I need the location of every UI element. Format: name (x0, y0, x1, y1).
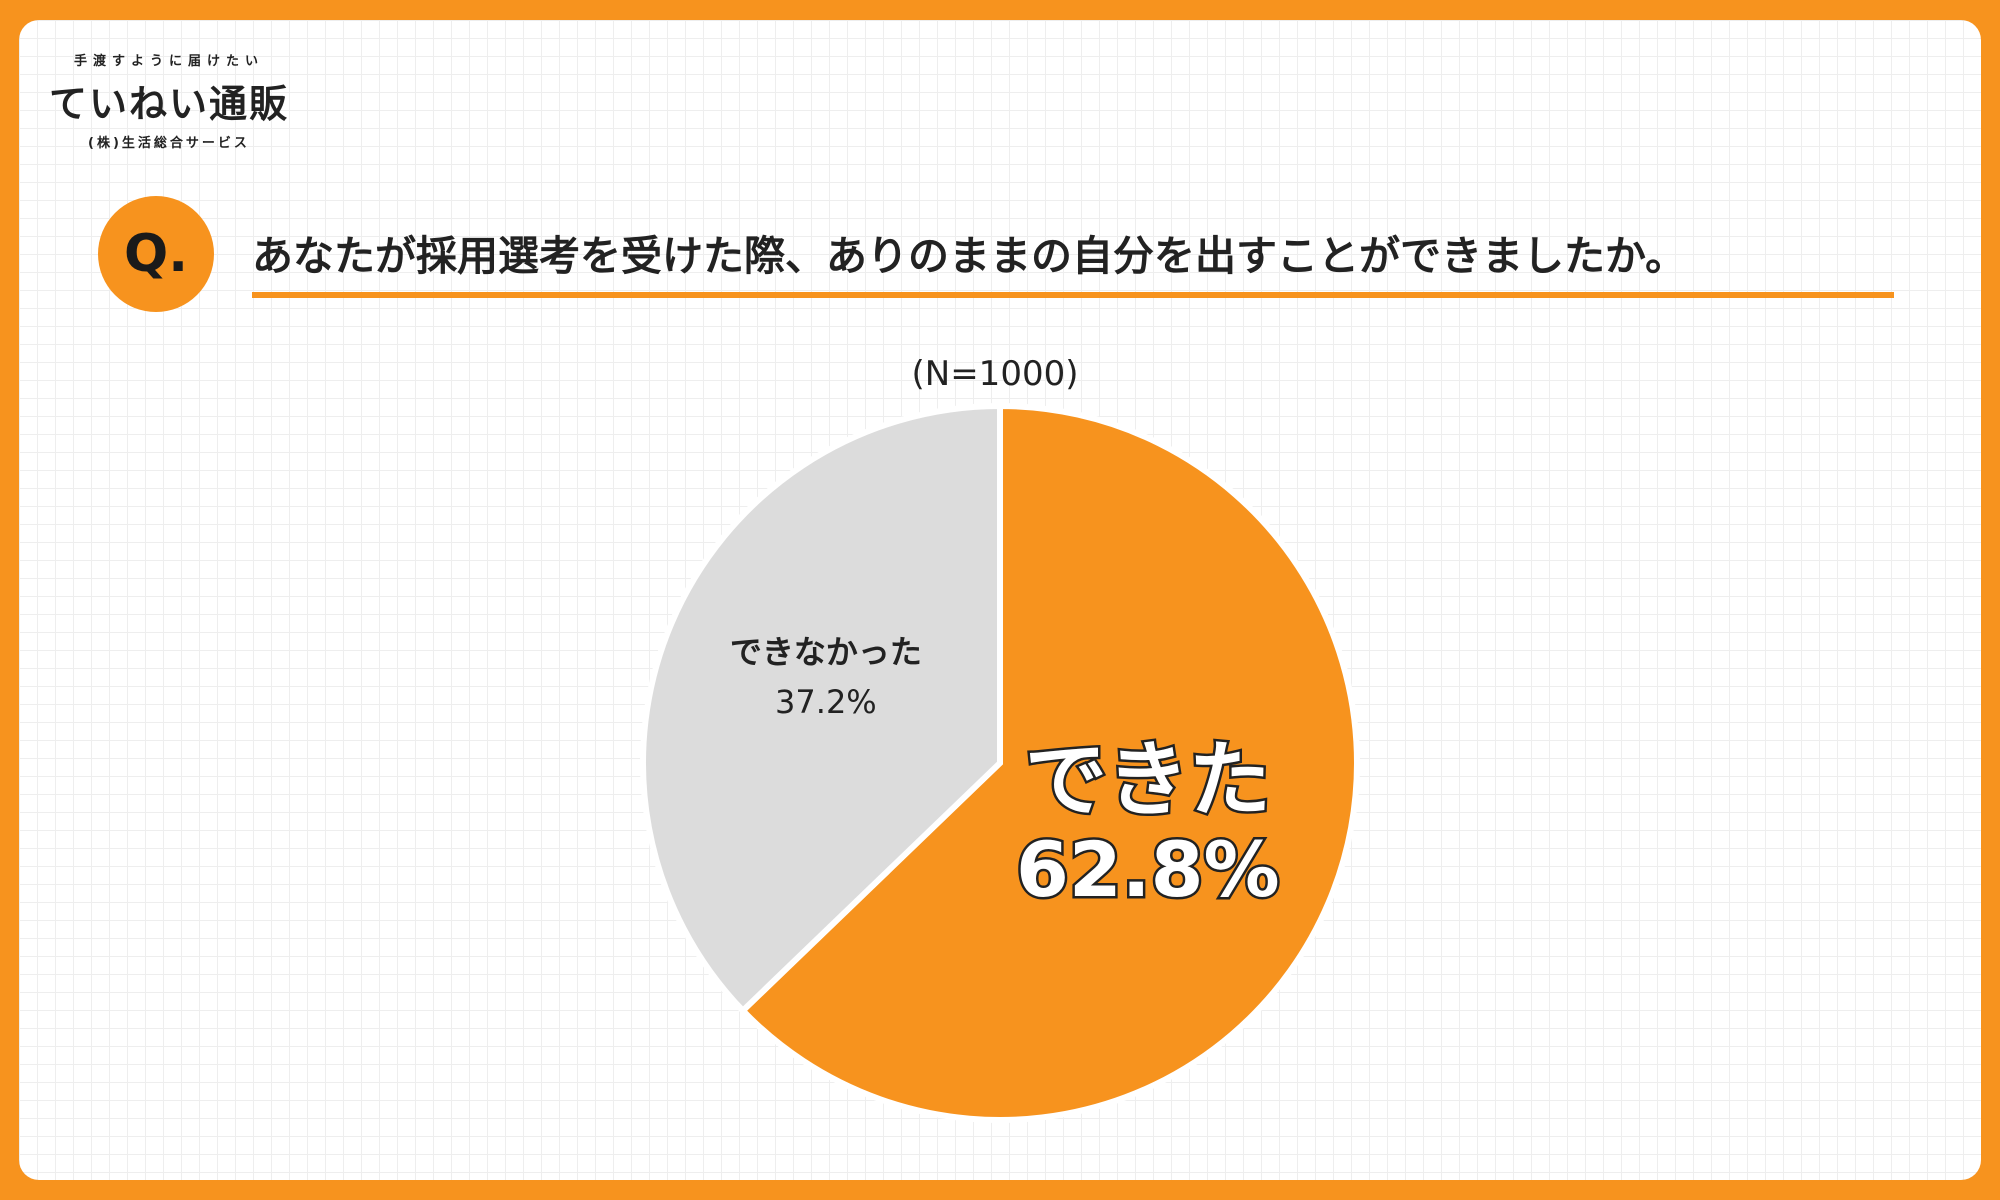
logo-company: (株)生活総合サービス (88, 136, 250, 151)
pie-slice-dekita (738, 402, 1360, 1123)
pie-slice-dekinakatta (640, 402, 1003, 1015)
slice-label-dekita: できた (1025, 733, 1271, 828)
slice-value-dekinakatta: 37.2% (775, 683, 877, 721)
slice-label-dekinakatta: できなかった (730, 633, 922, 671)
question-badge: Q. (98, 196, 214, 312)
brand-logo: 手渡すように届けたい ていねい通販 (株)生活総合サービス (44, 50, 294, 151)
question-text: あなたが採用選考を受けた際、ありのままの自分を出すことができましたか。 (252, 232, 1687, 280)
question-underline (252, 292, 1894, 298)
logo-tagline: 手渡すように届けたい (73, 54, 264, 69)
slice-value-dekita: 62.8% (1016, 825, 1280, 914)
sample-size-label: (N=1000) (911, 354, 1079, 394)
logo-title: ていねい通販 (48, 82, 289, 126)
